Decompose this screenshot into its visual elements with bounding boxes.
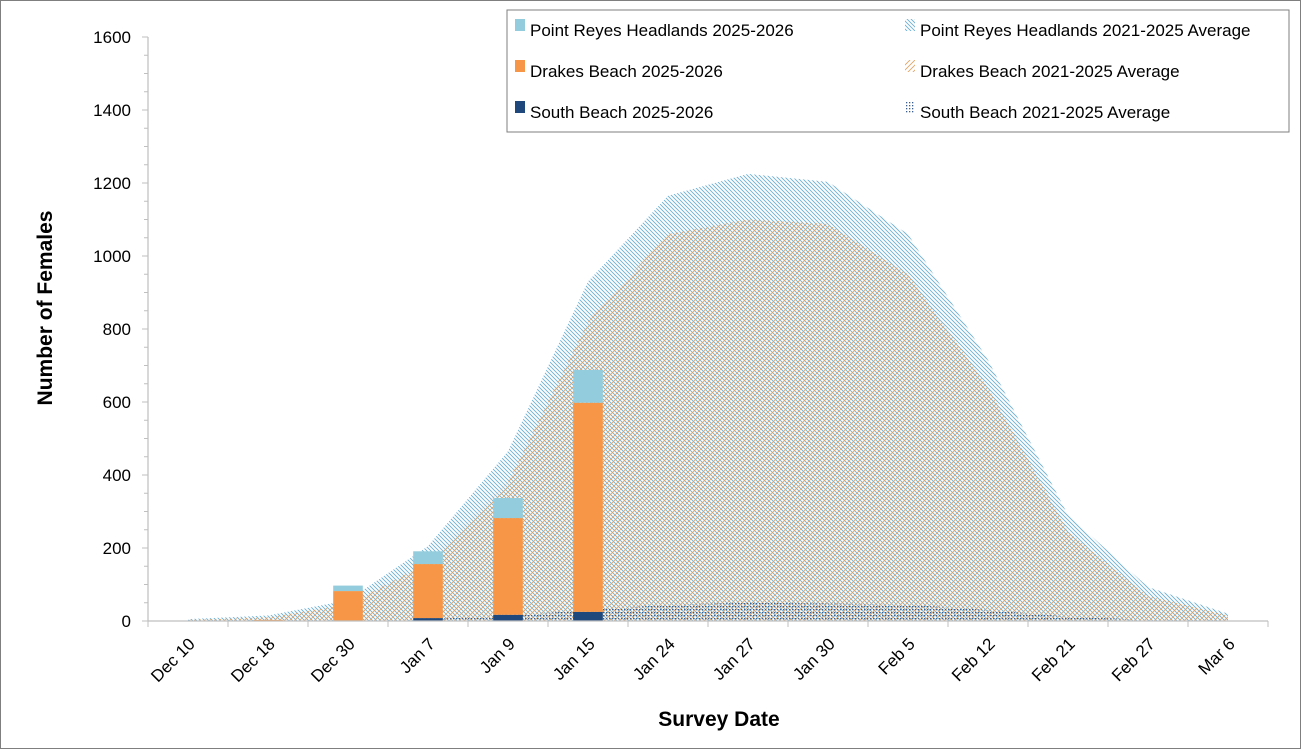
bar-point-reyes-headlands-2025-2026-jan-9 [493, 497, 523, 519]
legend-swatch-drakes-beach-2025-2026 [515, 60, 525, 72]
legend-label-drakes-beach-2021-2025-average: Drakes Beach 2021-2025 Average [920, 62, 1180, 81]
y-tick-label: 800 [103, 320, 131, 339]
x-tick-label: Dec 10 [147, 634, 199, 686]
legend-swatch-drakes-beach-2021-2025-average [905, 60, 915, 72]
legend-swatch-south-beach-2025-2026 [515, 101, 525, 113]
legend-swatch-south-beach-2021-2025-average [905, 101, 915, 113]
legend-label-point-reyes-headlands-2021-2025-average: Point Reyes Headlands 2021-2025 Average [920, 21, 1250, 40]
current-season-bars [253, 369, 603, 621]
x-tick-label: Feb 5 [875, 634, 919, 678]
y-tick-label: 1000 [93, 247, 131, 266]
x-tick-label: Dec 30 [307, 634, 359, 686]
bar-point-reyes-headlands-2025-2026-jan-15 [573, 369, 603, 403]
legend-box [506, 9, 1290, 133]
y-axis-title: Number of Females [34, 211, 57, 406]
x-tick-label: Jan 9 [476, 634, 519, 677]
area-drakes-beach-2021-2025-average [188, 219, 1228, 621]
y-tick-label: 600 [103, 393, 131, 412]
y-tick-label: 400 [103, 466, 131, 485]
x-tick-label: Feb 27 [1108, 634, 1159, 685]
legend-swatch-point-reyes-headlands-2021-2025-average [905, 19, 915, 31]
y-tick-label: 1200 [93, 174, 131, 193]
area-south-beach-2021-2025-average [188, 602, 1228, 621]
legend-label-drakes-beach-2025-2026: Drakes Beach 2025-2026 [530, 62, 723, 81]
x-tick-label: Jan 27 [709, 634, 759, 684]
average-areas [188, 173, 1228, 621]
legend-swatch-point-reyes-headlands-2025-2026 [515, 19, 525, 31]
x-tick-labels: Dec 10 Dec 18 Dec 30 Jan 7 Jan 9 Jan 15 Jan 24… [147, 634, 1239, 686]
legend-label-south-beach-2021-2025-average: South Beach 2021-2025 Average [920, 103, 1170, 122]
x-tick-label: Jan 30 [789, 634, 839, 684]
x-tick-label: Feb 21 [1028, 634, 1079, 685]
x-tick-label: Feb 12 [948, 634, 999, 685]
bar-drakes-beach-2025-2026-jan-15 [573, 402, 603, 612]
x-tick-label: Jan 24 [629, 634, 679, 684]
y-tick-labels: 0 200 400 600 800 1000 1200 1400 1600 [93, 28, 131, 631]
x-axis-title: Survey Date [658, 708, 779, 731]
y-tick-label: 1600 [93, 28, 131, 47]
x-tick-label: Dec 18 [227, 634, 279, 686]
bar-south-beach-2025-2026-jan-9 [493, 614, 523, 621]
bar-drakes-beach-2025-2026-jan-7 [413, 564, 443, 619]
legend-label-south-beach-2025-2026: South Beach 2025-2026 [530, 103, 713, 122]
legend-label-point-reyes-headlands-2025-2026: Point Reyes Headlands 2025-2026 [530, 21, 794, 40]
legend: Point Reyes Headlands 2025-2026 Point Rey… [506, 9, 1290, 133]
bar-point-reyes-headlands-2025-2026-jan-7 [413, 551, 443, 565]
bar-drakes-beach-2025-2026-jan-9 [493, 518, 523, 615]
x-tick-label: Jan 7 [396, 634, 439, 677]
x-tick-label: Jan 15 [549, 634, 599, 684]
bar-south-beach-2025-2026-jan-7 [413, 618, 443, 621]
y-tick-label: 0 [122, 612, 131, 631]
bar-point-reyes-headlands-2025-2026-dec-30 [333, 585, 363, 592]
x-tick-label: Mar 6 [1195, 634, 1239, 678]
bar-south-beach-2025-2026-jan-15 [573, 611, 603, 621]
bar-drakes-beach-2025-2026-dec-30 [333, 591, 363, 621]
y-tick-label: 200 [103, 539, 131, 558]
y-tick-label: 1400 [93, 101, 131, 120]
axes [142, 36, 1269, 627]
